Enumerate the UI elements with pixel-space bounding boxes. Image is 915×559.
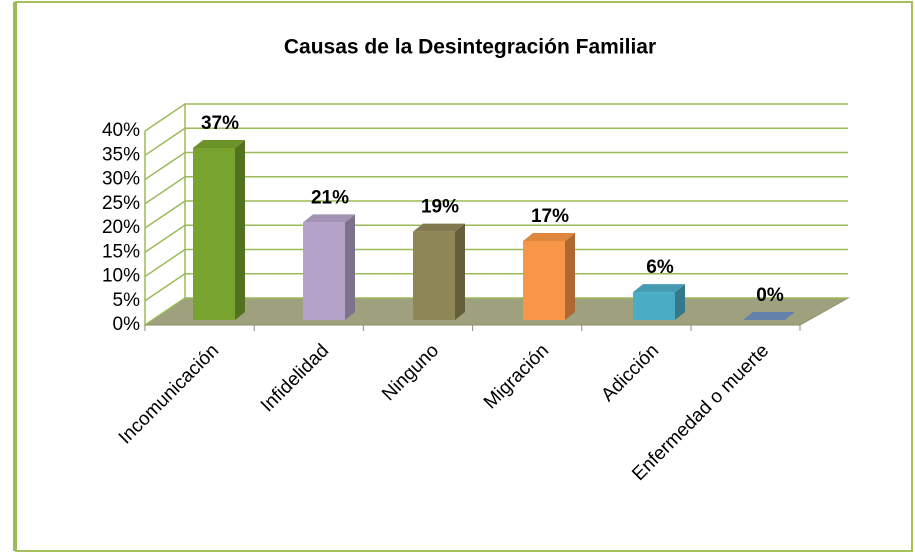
- bar-front: [523, 240, 565, 320]
- bar: [193, 139, 245, 320]
- bar-top: [743, 312, 795, 320]
- y-tick-label: 10%: [102, 266, 140, 287]
- bar-side: [675, 284, 685, 320]
- bar: [743, 312, 795, 320]
- bar-front: [413, 231, 455, 320]
- bar-side: [345, 214, 355, 320]
- y-tick-label: 15%: [102, 241, 140, 262]
- bar: [523, 232, 575, 320]
- bar: [303, 214, 355, 320]
- y-tick-label: 25%: [102, 193, 140, 214]
- bar-top: [413, 223, 465, 232]
- value-label: 19%: [421, 197, 459, 218]
- bar-top: [523, 232, 575, 241]
- y-tick-label: 5%: [113, 290, 141, 311]
- bar: [633, 284, 685, 320]
- value-label: 6%: [646, 257, 674, 278]
- value-label: 0%: [756, 285, 784, 306]
- floor: [143, 297, 850, 326]
- bar-front: [303, 222, 345, 320]
- bar-top: [193, 139, 245, 148]
- bar-front: [633, 292, 675, 320]
- value-label: 37%: [201, 113, 239, 134]
- bar-top: [303, 214, 355, 223]
- bar-top: [633, 284, 685, 293]
- bar-side: [565, 232, 575, 320]
- bar-side: [235, 139, 245, 320]
- chart-title: Causas de la Desintegración Familiar: [284, 36, 656, 59]
- value-label: 21%: [311, 187, 349, 208]
- y-tick-label: 20%: [102, 217, 140, 238]
- value-label: 17%: [531, 206, 569, 227]
- y-tick-label: 35%: [102, 144, 140, 165]
- bar-side: [455, 223, 465, 320]
- y-tick-label: 0%: [113, 314, 141, 335]
- bar-front: [193, 147, 235, 320]
- frame-edge: [13, 2, 17, 551]
- y-tick-label: 30%: [102, 169, 140, 190]
- y-tick-label: 40%: [102, 120, 140, 141]
- bar: [413, 223, 465, 320]
